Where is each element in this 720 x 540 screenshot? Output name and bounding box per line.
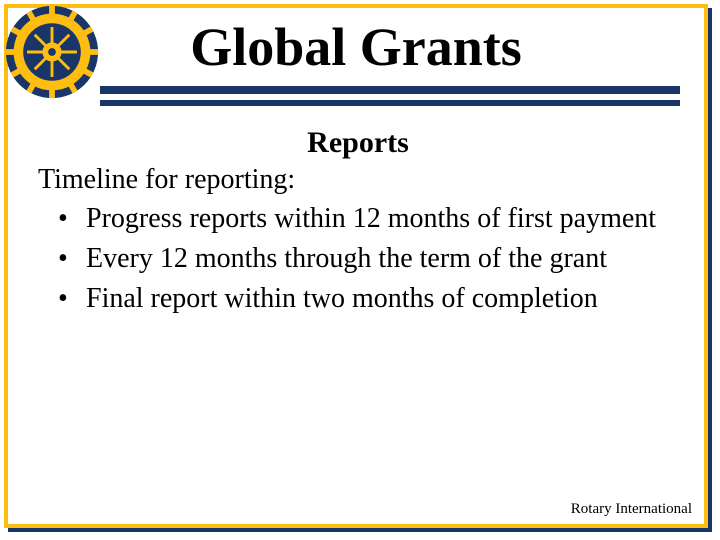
- title-rule-2: [100, 100, 680, 106]
- rotary-logo-icon: [4, 4, 100, 100]
- title-rule-1: [100, 86, 680, 94]
- slide-frame: Global Grants Reports Timeline for repor…: [4, 4, 708, 528]
- lead-text: Timeline for reporting:: [38, 164, 678, 196]
- footer-text: Rotary International: [571, 501, 692, 518]
- list-item: Every 12 months through the term of the …: [58, 240, 678, 278]
- page-title: Global Grants: [8, 16, 704, 78]
- list-item: Progress reports within 12 months of fir…: [58, 200, 678, 238]
- list-item: Final report within two months of comple…: [58, 280, 678, 318]
- content-area: Reports Timeline for reporting: Progress…: [38, 126, 678, 319]
- subheading: Reports: [38, 126, 678, 160]
- bullet-list: Progress reports within 12 months of fir…: [38, 200, 678, 317]
